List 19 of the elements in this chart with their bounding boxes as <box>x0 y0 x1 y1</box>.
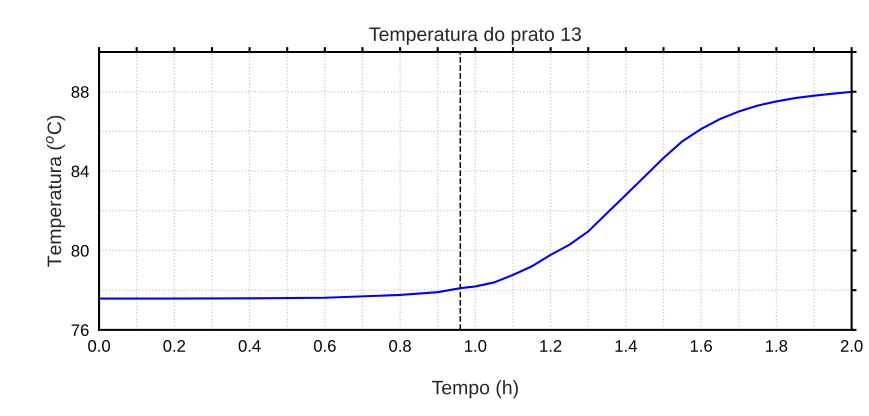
x-tick-label: 0.8 <box>389 340 411 352</box>
x-tick-label: 0.4 <box>238 340 261 352</box>
x-axis-title: Tempo (h) <box>432 380 518 398</box>
y-axis-title: Temperatura ($^{o}$C) <box>46 116 66 267</box>
chart-title: Temperatura do prato 13 <box>369 26 581 45</box>
x-tick-label: 0.6 <box>314 340 336 352</box>
y-tick-label: 76 <box>72 324 89 336</box>
line-series <box>99 90 852 300</box>
y-tick-label: 80 <box>72 244 89 257</box>
y-tick-label: 84 <box>72 165 89 178</box>
x-tick-label: 1.6 <box>690 340 712 352</box>
x-tick-label: 1.8 <box>766 340 788 352</box>
x-tick-label: 1.4 <box>616 340 637 352</box>
x-tick-label: 2.0 <box>840 340 863 352</box>
x-tick-label: 1.0 <box>465 340 486 352</box>
x-tick-label: 1.2 <box>540 340 562 352</box>
x-tick-label: 0.0 <box>88 340 110 352</box>
y-tick-label: 88 <box>72 86 89 98</box>
x-tick-label: 0.2 <box>163 340 186 352</box>
